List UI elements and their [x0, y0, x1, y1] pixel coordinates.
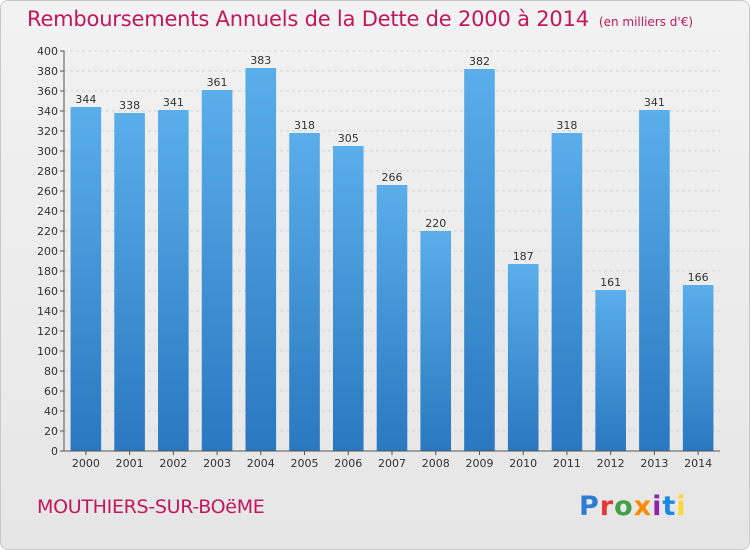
bar [114, 113, 145, 451]
bar [70, 107, 102, 451]
data-label: 220 [425, 217, 446, 230]
data-label: 344 [75, 93, 96, 106]
data-label: 187 [513, 250, 534, 263]
y-tick-label: 120 [37, 325, 58, 338]
y-tick-label: 200 [37, 245, 58, 258]
data-label: 318 [294, 119, 315, 132]
bar [507, 264, 539, 451]
commune-name: MOUTHIERS-SUR-BOëME [37, 496, 265, 518]
y-tick-label: 260 [37, 185, 58, 198]
data-label: 305 [338, 132, 359, 145]
y-tick-label: 60 [44, 385, 58, 398]
y-tick-label: 380 [37, 65, 58, 78]
x-tick-label: 2002 [159, 457, 187, 470]
y-tick-label: 100 [37, 345, 58, 358]
x-tick-label: 2003 [203, 457, 231, 470]
data-label: 341 [163, 96, 184, 109]
logo-letter: i [676, 491, 687, 522]
data-label: 361 [207, 76, 228, 89]
y-tick-label: 300 [37, 145, 58, 158]
y-tick-label: 20 [44, 425, 58, 438]
x-tick-label: 2006 [334, 457, 362, 470]
data-label: 341 [644, 96, 665, 109]
data-label: 338 [119, 99, 140, 112]
y-tick-label: 320 [37, 125, 58, 138]
logo-letter: x [633, 491, 653, 522]
x-tick-label: 2001 [116, 457, 144, 470]
logo-letter: i [652, 491, 663, 522]
logo-letter: P [579, 491, 600, 522]
x-tick-label: 2014 [684, 457, 712, 470]
x-tick-label: 2012 [597, 457, 625, 470]
bar [420, 231, 452, 451]
x-tick-label: 2009 [465, 457, 493, 470]
y-tick-label: 220 [37, 225, 58, 238]
bar [332, 146, 364, 451]
bar [158, 110, 189, 451]
bar [464, 69, 495, 451]
x-tick-label: 2000 [72, 457, 100, 470]
y-tick-label: 180 [37, 265, 58, 278]
y-tick-label: 80 [44, 365, 58, 378]
y-tick-label: 400 [37, 45, 58, 58]
y-tick-label: 40 [44, 405, 58, 418]
y-tick-label: 280 [37, 165, 58, 178]
y-tick-label: 160 [37, 285, 58, 298]
label-layer: 344 338 341 361 383 318 305 266 220 382 187 318 161 3… [75, 54, 708, 289]
x-tick-label: 2005 [291, 457, 319, 470]
chart-subtitle: (en milliers d'€) [598, 15, 694, 29]
y-tick-label: 0 [51, 445, 58, 458]
data-label: 383 [250, 54, 271, 67]
bar [289, 133, 320, 451]
y-tick-label: 340 [37, 105, 58, 118]
bar [376, 185, 408, 451]
logo-letter: o [614, 491, 634, 522]
bar [245, 68, 277, 451]
x-tick-label: 2007 [378, 457, 406, 470]
bar-layer [70, 68, 714, 451]
chart-title: Remboursements Annuels de la Dette de 20… [27, 7, 589, 31]
bar [639, 110, 670, 451]
data-label: 318 [556, 119, 577, 132]
x-tick-label: 2011 [553, 457, 581, 470]
y-tick-label: 240 [37, 205, 58, 218]
bar [551, 133, 583, 451]
data-label: 161 [600, 276, 621, 289]
x-tick-label: 2008 [422, 457, 450, 470]
proxiti-logo: Proxiti [579, 491, 687, 522]
data-label: 266 [382, 171, 403, 184]
y-tick-label: 360 [37, 85, 58, 98]
data-label: 166 [688, 271, 709, 284]
logo-letter: r [599, 491, 615, 522]
bar [595, 290, 626, 451]
axis-layer: 0 20 40 60 80 100 120 140 160 180 200 220 240 260 280 3… [37, 45, 720, 470]
x-tick-label: 2013 [640, 457, 668, 470]
data-label: 382 [469, 55, 490, 68]
x-tick-label: 2010 [509, 457, 537, 470]
y-tick-label: 140 [37, 305, 58, 318]
x-tick-label: 2004 [247, 457, 275, 470]
bar [201, 90, 233, 451]
bar [682, 285, 714, 451]
title-row: Remboursements Annuels de la Dette de 20… [27, 7, 693, 31]
logo-letter: t [662, 491, 677, 522]
